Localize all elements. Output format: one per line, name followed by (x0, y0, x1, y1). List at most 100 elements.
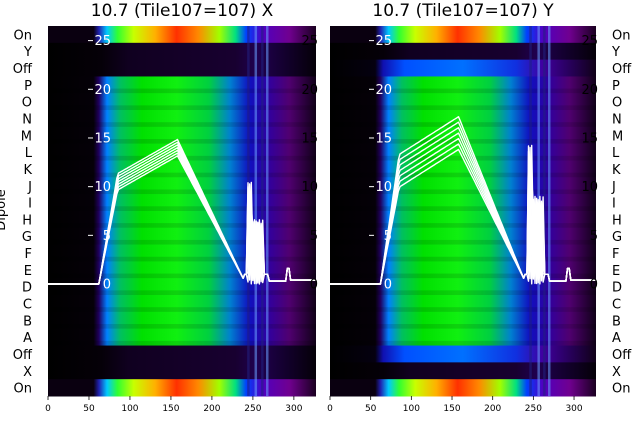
heatmap-row-shade (48, 172, 316, 178)
heatmap-row-shade (48, 88, 316, 94)
overlay-tick-label: 15 (375, 131, 392, 146)
overlay-tick-label-right: 25 (581, 34, 598, 49)
heatmap-row (330, 42, 596, 61)
heatmap-row-shade (48, 340, 316, 346)
chart-title: 10.7 (Tile107=107) Y (372, 1, 554, 21)
x-tick-label: 300 (565, 404, 582, 414)
heatmap-row (330, 59, 596, 77)
row-label: J (27, 180, 32, 195)
overlay-tick-label-right: 15 (301, 131, 318, 146)
heatmap-row-shade (330, 105, 596, 111)
overlay-tick-label: 0 (384, 278, 392, 293)
overlay-tick-label-right: 10 (581, 180, 598, 195)
overlay-tick-label-right: 5 (310, 229, 318, 244)
heatmap-row-shade (330, 273, 596, 279)
overlay-tick-label: 20 (375, 83, 392, 98)
overlay-tick-label: 25 (94, 34, 111, 49)
overlay-tick-label-right: 0 (590, 278, 598, 293)
interference-streak (548, 26, 551, 396)
heatmap-row-shade (48, 256, 316, 262)
interference-streak (543, 26, 546, 396)
row-label: F (612, 247, 619, 262)
row-label: X (612, 365, 621, 380)
heatmap-row-shade (48, 239, 316, 245)
row-label: C (23, 298, 32, 313)
row-label: K (23, 163, 32, 178)
heatmap-row (48, 379, 316, 397)
x-tick-label: 250 (525, 404, 542, 414)
heatmap-row-shade (330, 223, 596, 228)
heatmap-row-shade (330, 172, 596, 178)
overlay-tick-label: 10 (94, 180, 111, 195)
overlay-tick-label-right: 5 (590, 229, 598, 244)
heatmap-row (48, 59, 316, 77)
heatmap-row-shade (330, 206, 596, 211)
row-label: I (612, 197, 616, 212)
row-label: On (14, 28, 32, 43)
x-tick-label: 0 (45, 404, 51, 414)
interference-streak (261, 26, 264, 396)
heatmap-row-shade (48, 139, 316, 144)
overlay-tick-label-right: 0 (310, 278, 318, 293)
heatmap-row (330, 362, 596, 380)
y-axis-label: Dipole (0, 189, 9, 230)
heatmap-row-shade (48, 189, 316, 195)
heatmap-row (48, 362, 316, 380)
row-label: Off (13, 62, 33, 77)
row-label: E (24, 264, 32, 279)
row-label: B (612, 314, 621, 329)
overlay-tick-label-right: 15 (581, 131, 598, 146)
heatmap-row-shade (48, 307, 316, 312)
heatmap-row-shade (330, 239, 596, 245)
row-label: K (612, 163, 621, 178)
row-label: N (22, 113, 32, 128)
row-label: H (612, 213, 622, 228)
row-label: On (612, 382, 630, 397)
heatmap-row-shade (48, 223, 316, 228)
heatmap-row (48, 345, 316, 363)
x-tick-label: 100 (403, 404, 420, 414)
heatmap-row-shade (330, 307, 596, 312)
x-tick-label: 150 (443, 404, 460, 414)
chart-panel: 10.7 (Tile107=107) X On Y Off PONMLKJIHGFEDC… (0, 1, 318, 414)
heatmap-row (330, 345, 596, 363)
heatmap-row-shade (330, 256, 596, 262)
overlay-tick-label: 5 (103, 229, 111, 244)
heatmap-row-shade (48, 206, 316, 211)
overlay-tick-label-right: 25 (301, 34, 318, 49)
heatmap-row-shade (48, 324, 316, 329)
row-label: H (22, 213, 32, 228)
overlay-tick-label-right: 20 (581, 83, 598, 98)
heatmap-row-shade (330, 88, 596, 94)
row-label: Off (13, 348, 33, 363)
row-label: F (25, 247, 32, 262)
overlay-line (330, 115, 596, 285)
row-label: Y (611, 45, 620, 60)
row-label: C (612, 298, 621, 313)
x-tick-label: 50 (83, 404, 95, 414)
overlay-tick-label: 25 (375, 34, 392, 49)
row-label: M (21, 129, 32, 144)
x-tick-label: 200 (203, 404, 220, 414)
row-label: L (612, 146, 620, 161)
interference-streak (266, 26, 269, 396)
heatmap-row-shade (330, 340, 596, 346)
overlay-tick-label: 15 (94, 131, 111, 146)
row-label: B (23, 314, 32, 329)
row-label: D (22, 281, 32, 296)
overlay-tick-label: 0 (103, 278, 111, 293)
heatmap-row-shade (48, 273, 316, 279)
row-label: I (28, 197, 32, 212)
row-label: A (612, 331, 621, 346)
overlay-tick-label: 10 (375, 180, 392, 195)
heatmap-row (48, 42, 316, 61)
heatmap-row-shade (330, 324, 596, 329)
x-tick-label: 0 (327, 404, 333, 414)
x-tick-label: 50 (365, 404, 377, 414)
heatmap-row-shade (330, 290, 596, 296)
x-tick-label: 100 (121, 404, 138, 414)
heatmap-row-shade (48, 105, 316, 111)
x-tick-label: 300 (285, 404, 302, 414)
